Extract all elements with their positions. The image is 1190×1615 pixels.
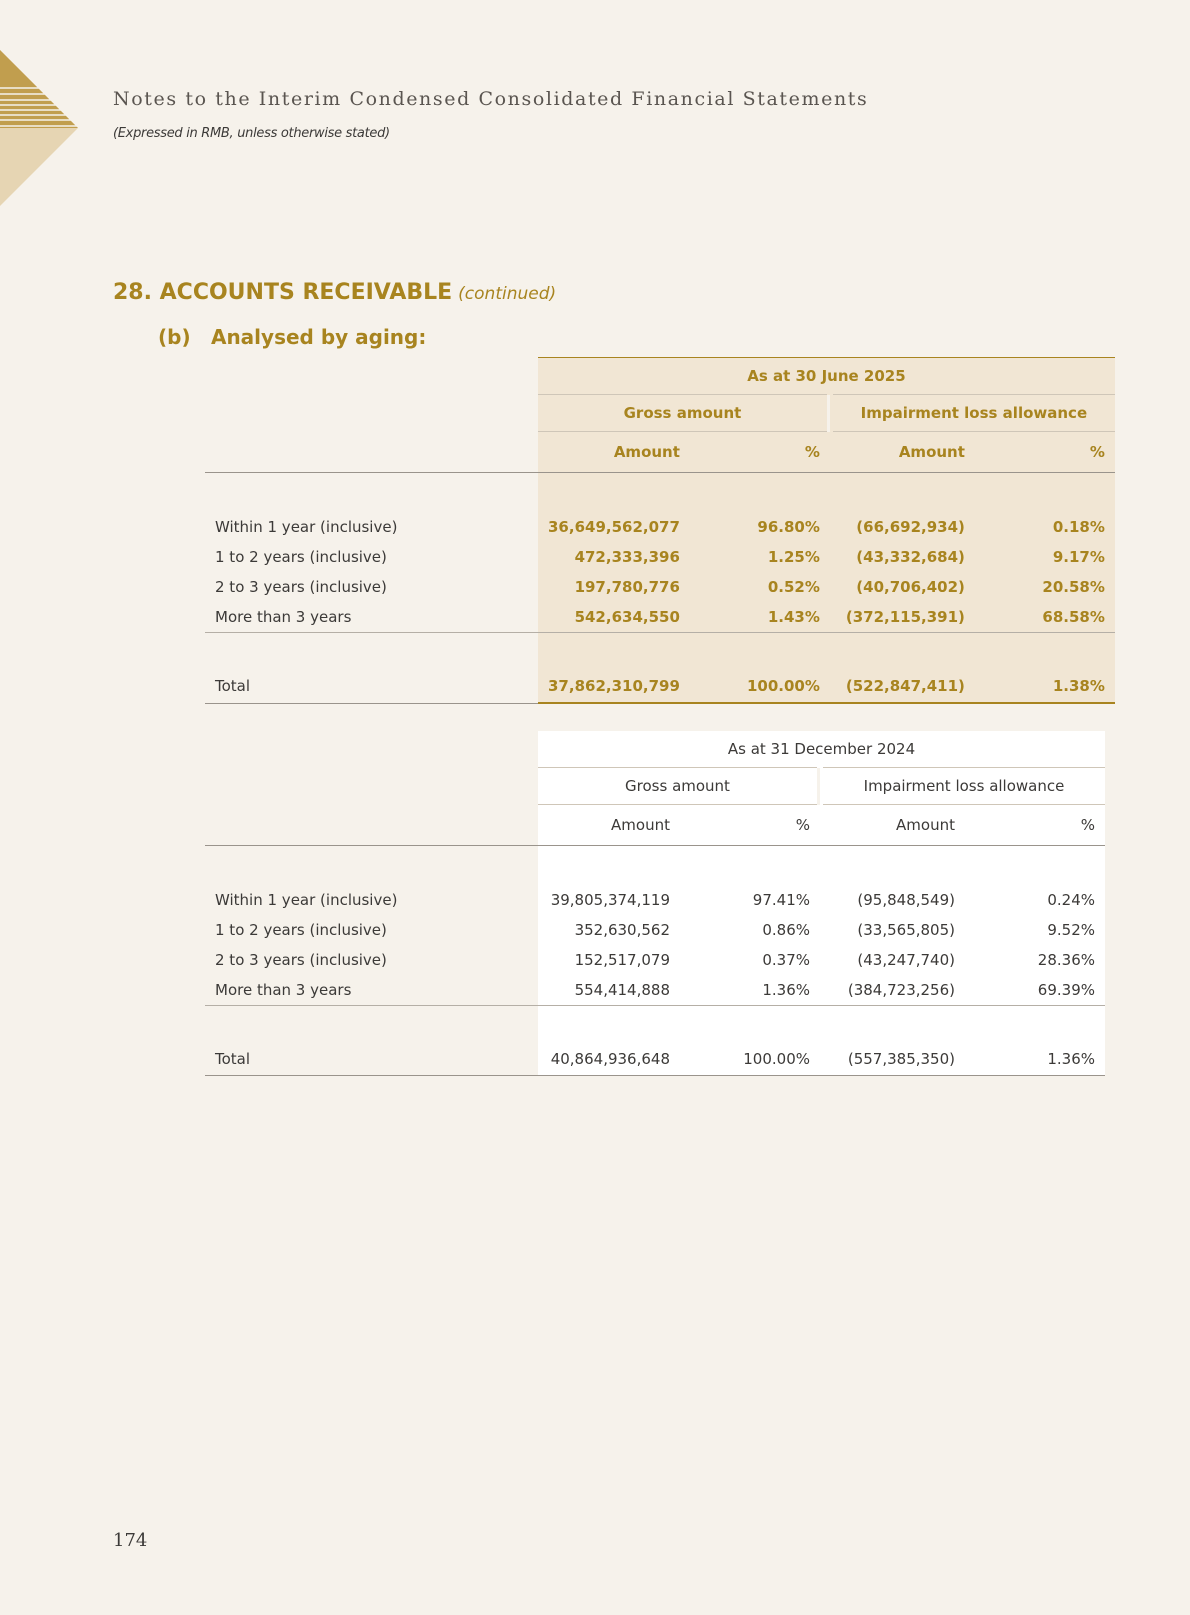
- row-label: More than 3 years: [205, 975, 538, 1006]
- total-row: Total 37,862,310,799 100.00% (522,847,411) 1…: [205, 670, 1115, 704]
- section-title: ACCOUNTS RECEIVABLE: [159, 280, 453, 305]
- period-header: As at 31 December 2024: [538, 731, 1105, 768]
- cell-value: (43,332,684): [829, 542, 975, 572]
- cell-value: (372,115,391): [829, 602, 975, 633]
- corner-decoration: [0, 50, 78, 206]
- total-value: 37,862,310,799: [538, 670, 690, 704]
- total-value: 100.00%: [680, 1043, 820, 1076]
- cell-value: 9.52%: [965, 915, 1105, 945]
- total-value: 1.36%: [965, 1043, 1105, 1076]
- cell-value: (66,692,934): [829, 512, 975, 542]
- header-row-groups: Gross amount Impairment loss allowance: [205, 767, 1105, 805]
- subsection-title: Analysed by aging:: [210, 325, 427, 349]
- row-label: 2 to 3 years (inclusive): [215, 578, 387, 596]
- aging-table-2024: As at 31 December 2024 Gross amount Impair…: [205, 731, 1105, 1076]
- cell-value: (43,247,740): [820, 945, 965, 975]
- total-value: 40,864,936,648: [538, 1043, 680, 1076]
- cell-value: (33,565,805): [820, 915, 965, 945]
- period-header: As at 30 June 2025: [538, 357, 1115, 395]
- currency-note: (Expressed in RMB, unless otherwise stat…: [113, 126, 390, 141]
- total-value: 100.00%: [689, 670, 830, 704]
- cell-value: (384,723,256): [820, 975, 965, 1006]
- cell-value: 69.39%: [965, 975, 1105, 1006]
- cell-value: 20.58%: [974, 572, 1115, 602]
- impairment-header: Impairment loss allowance: [820, 767, 1105, 805]
- table-row: 2 to 3 years (inclusive) 152,517,079 0.37%…: [205, 945, 1105, 975]
- total-value: 1.38%: [974, 670, 1115, 704]
- header-row-columns: Amount% Amount%: [205, 804, 1105, 846]
- column-header: %: [965, 804, 1105, 846]
- header-row-groups: Gross amount Impairment loss allowance: [205, 394, 1115, 432]
- header-row-period: As at 30 June 2025: [205, 357, 1115, 395]
- cell-value: 1.36%: [680, 975, 820, 1006]
- total-value: (522,847,411): [829, 670, 975, 704]
- continued-label: (continued): [458, 284, 557, 304]
- row-label: Within 1 year (inclusive): [215, 518, 398, 536]
- total-label: Total: [205, 670, 538, 704]
- gross-amount-header: Gross amount: [538, 767, 820, 805]
- total-row: Total 40,864,936,648 100.00% (557,385,350) 1…: [205, 1043, 1105, 1076]
- subsection-label: (b): [158, 325, 191, 349]
- running-title: Notes to the Interim Condensed Consolida…: [113, 88, 869, 110]
- cell-value: 0.37%: [680, 945, 820, 975]
- table-row: More than 3 years 554,414,888 1.36% (384,72…: [205, 975, 1105, 1006]
- column-header: Amount: [829, 431, 975, 473]
- header-row-period: As at 31 December 2024: [205, 731, 1105, 768]
- cell-value: 0.24%: [965, 885, 1105, 915]
- page-number: 174: [113, 1530, 148, 1551]
- cell-value: 554,414,888: [538, 975, 680, 1006]
- header-row-columns: Amount% Amount%: [205, 431, 1115, 473]
- column-header: Amount: [538, 431, 690, 473]
- cell-value: (40,706,402): [829, 572, 975, 602]
- cell-value: 1.25%: [689, 542, 830, 572]
- column-header: %: [680, 804, 820, 846]
- table-row: 2 to 3 years (inclusive) 197,780,776 0.52%…: [205, 572, 1115, 602]
- cell-value: 197,780,776: [538, 572, 690, 602]
- total-label: Total: [205, 1043, 538, 1076]
- table-row: 1 to 2 years (inclusive) 472,333,396 1.25%…: [205, 542, 1115, 572]
- cell-value: 352,630,562: [538, 915, 680, 945]
- column-header: Amount: [538, 804, 680, 846]
- table-row: Within 1 year (inclusive) 39,805,374,119 9…: [205, 885, 1105, 915]
- column-header: Amount: [820, 804, 965, 846]
- total-value: (557,385,350): [820, 1043, 965, 1076]
- cell-value: 472,333,396: [538, 542, 690, 572]
- cell-value: 0.18%: [974, 512, 1115, 542]
- impairment-header: Impairment loss allowance: [829, 394, 1115, 432]
- row-label: Within 1 year (inclusive): [215, 891, 398, 909]
- table-row: 1 to 2 years (inclusive) 352,630,562 0.86%…: [205, 915, 1105, 945]
- gross-amount-header: Gross amount: [538, 394, 830, 432]
- cell-value: 28.36%: [965, 945, 1105, 975]
- row-label: 1 to 2 years (inclusive): [215, 548, 387, 566]
- section-number: 28.: [113, 280, 152, 305]
- table-row: Within 1 year (inclusive) 36,649,562,077 9…: [205, 512, 1115, 542]
- row-label: 2 to 3 years (inclusive): [215, 951, 387, 969]
- cell-value: 0.52%: [689, 572, 830, 602]
- cell-value: 39,805,374,119: [538, 885, 680, 915]
- cell-value: 97.41%: [680, 885, 820, 915]
- cell-value: 68.58%: [974, 602, 1115, 633]
- table-row: More than 3 years 542,634,550 1.43% (372,11…: [205, 602, 1115, 633]
- column-header: %: [689, 431, 830, 473]
- cell-value: 9.17%: [974, 542, 1115, 572]
- section-heading: 28. ACCOUNTS RECEIVABLE (continued): [113, 280, 556, 305]
- cell-value: (95,848,549): [820, 885, 965, 915]
- cell-value: 36,649,562,077: [538, 512, 690, 542]
- aging-table-2025: As at 30 June 2025 Gross amount Impairment…: [205, 357, 1115, 704]
- cell-value: 1.43%: [689, 602, 830, 633]
- cell-value: 96.80%: [689, 512, 830, 542]
- subsection-heading: (b) Analysed by aging:: [158, 325, 426, 349]
- cell-value: 542,634,550: [538, 602, 690, 633]
- cell-value: 152,517,079: [538, 945, 680, 975]
- row-label: More than 3 years: [205, 602, 538, 633]
- row-label: 1 to 2 years (inclusive): [215, 921, 387, 939]
- column-header: %: [974, 431, 1115, 473]
- cell-value: 0.86%: [680, 915, 820, 945]
